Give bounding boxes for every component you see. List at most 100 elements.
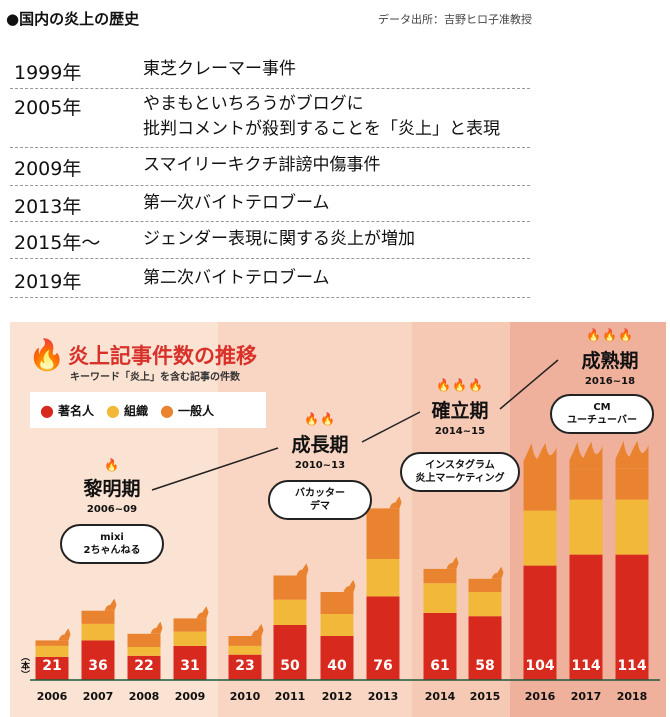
bar-segment-一般人 (615, 468, 649, 500)
bar-value-label: 114 (571, 658, 601, 674)
bar-segment-組織 (615, 499, 649, 555)
bar-segment-組織 (81, 623, 115, 641)
note-line: デマ (310, 501, 330, 512)
history-row: 2019年 第二次バイトテロブーム (10, 259, 530, 298)
period-note-bubble: バカッター デマ (268, 480, 372, 520)
chart-svg (30, 359, 660, 681)
history-year: 2013年 (14, 196, 82, 218)
flame-icon (196, 606, 209, 619)
incident-chart: 🔥 炎上記事件数の推移 キーワード「炎上」を含む記事の件数 ● 著名人 ● 組織 ●… (10, 322, 666, 717)
bar-segment-著名人 (81, 640, 115, 680)
x-tick-label: 2016 (524, 690, 556, 703)
bar-value-label: 58 (475, 658, 495, 674)
bar-segment-組織 (35, 645, 69, 657)
bar-segment-組織 (366, 559, 400, 597)
flame-icon (491, 566, 504, 579)
bar-segment-組織 (569, 499, 603, 555)
history-year: 2015年～ (14, 232, 101, 254)
history-row: 2005年 やまもといちろうがブログに 批判コメントが殺到することを「炎上」と表… (10, 89, 530, 148)
bar-segment-著名人 (127, 655, 161, 680)
bar-segment-一般人 (423, 568, 457, 584)
history-event: やまもといちろうがブログに (143, 94, 364, 114)
flame-icon (615, 440, 649, 469)
bar-value-label: 76 (373, 658, 393, 674)
bar-segment-一般人 (35, 640, 69, 646)
history-event-line2: 批判コメントが殺到することを「炎上」と表現 (143, 119, 500, 139)
history-row: 2009年 スマイリーキクチ誹謗中傷事件 (10, 148, 530, 186)
x-tick-label: 2018 (616, 690, 648, 703)
x-tick-label: 2009 (174, 690, 206, 703)
history-event: スマイリーキクチ誹謗中傷事件 (143, 155, 381, 175)
history-event: 東芝クレーマー事件 (143, 59, 296, 79)
timeline-connector (499, 359, 559, 410)
flame-icon (569, 441, 603, 470)
flame-icons: 🔥🔥🔥 (586, 328, 634, 342)
bar-value-label: 61 (430, 658, 450, 674)
bar-segment-著名人 (320, 636, 354, 680)
bar-segment-一般人 (228, 636, 262, 646)
bar-segment-一般人 (569, 469, 603, 500)
bar-segment-一般人 (81, 610, 115, 624)
period-years: 2014~15 (434, 426, 486, 437)
flame-icon (389, 496, 402, 509)
flame-icons: 🔥🔥🔥 (436, 378, 484, 392)
flame-icon (343, 580, 356, 592)
flame-icon (296, 563, 309, 576)
period-name: 成長期 (291, 434, 349, 456)
bar-segment-一般人 (273, 575, 307, 600)
x-tick-label: 2013 (367, 690, 399, 703)
legend-label: 著名人 (57, 403, 94, 418)
period-years: 2006~09 (86, 504, 138, 515)
legend-label: 組織 (123, 403, 148, 418)
bar-segment-一般人 (127, 633, 161, 647)
history-row: 1999年 東芝クレーマー事件 (10, 54, 530, 89)
bar-segment-著名人 (468, 616, 502, 680)
section-title: ●国内の炎上の歴史 (6, 10, 140, 28)
legend-label: 一般人 (177, 403, 214, 418)
history-year: 1999年 (14, 62, 82, 84)
bar-segment-著名人 (569, 554, 603, 680)
history-event: 第二次バイトテロブーム (143, 268, 330, 288)
bar-segment-一般人 (468, 578, 502, 592)
note-line: 炎上マーケティング (415, 473, 505, 484)
bar-segment-組織 (127, 647, 161, 656)
bar-segment-組織 (468, 592, 502, 617)
note-line: ユーチューバー (567, 415, 637, 426)
x-tick-label: 2017 (570, 690, 602, 703)
flame-icon: 🔥 (104, 458, 120, 472)
bar-value-label: 22 (134, 658, 154, 674)
history-row: 2015年～ ジェンダー表現に関する炎上が増加 (10, 222, 530, 259)
flame-icon (523, 443, 557, 471)
x-tick-label: 2011 (274, 690, 306, 703)
bar-value-label: 104 (525, 658, 555, 674)
flame-icon: ● (40, 400, 54, 420)
note-line: 2ちゃんねる (83, 545, 141, 556)
history-row: 2013年 第一次バイトテロブーム (10, 186, 530, 222)
bar-segment-一般人 (320, 592, 354, 614)
bar-segment-組織 (173, 631, 207, 646)
flame-icons: 🔥🔥 (304, 412, 336, 426)
bar-segment-組織 (423, 583, 457, 613)
bar-segment-一般人 (523, 471, 557, 511)
period-years: 2010~13 (294, 460, 346, 471)
bar-segment-一般人 (366, 508, 400, 559)
legend: ● 著名人 ● 組織 ● 一般人 (30, 392, 266, 428)
chart-title: 炎上記事件数の推移 (68, 344, 257, 368)
note-line: バカッター (295, 488, 345, 499)
bar-value-label: 31 (180, 658, 200, 674)
history-year: 2005年 (14, 97, 82, 119)
bar-segment-一般人 (173, 618, 207, 632)
period-name: 黎明期 (83, 478, 141, 500)
flame-icon (58, 628, 71, 641)
bar-segment-著名人 (273, 625, 307, 680)
bar-value-label: 21 (42, 658, 62, 674)
bar-segment-著名人 (35, 656, 69, 680)
bar-value-label: 36 (88, 658, 108, 674)
flame-icon (150, 621, 163, 634)
flame-icon: ● (105, 400, 120, 420)
bar-segment-組織 (228, 645, 262, 655)
timeline-connector (361, 411, 421, 443)
bar-segment-組織 (523, 510, 557, 566)
period-note-bubble: CM ユーチューバー (550, 394, 654, 434)
y-unit-label: （本） (19, 652, 29, 679)
